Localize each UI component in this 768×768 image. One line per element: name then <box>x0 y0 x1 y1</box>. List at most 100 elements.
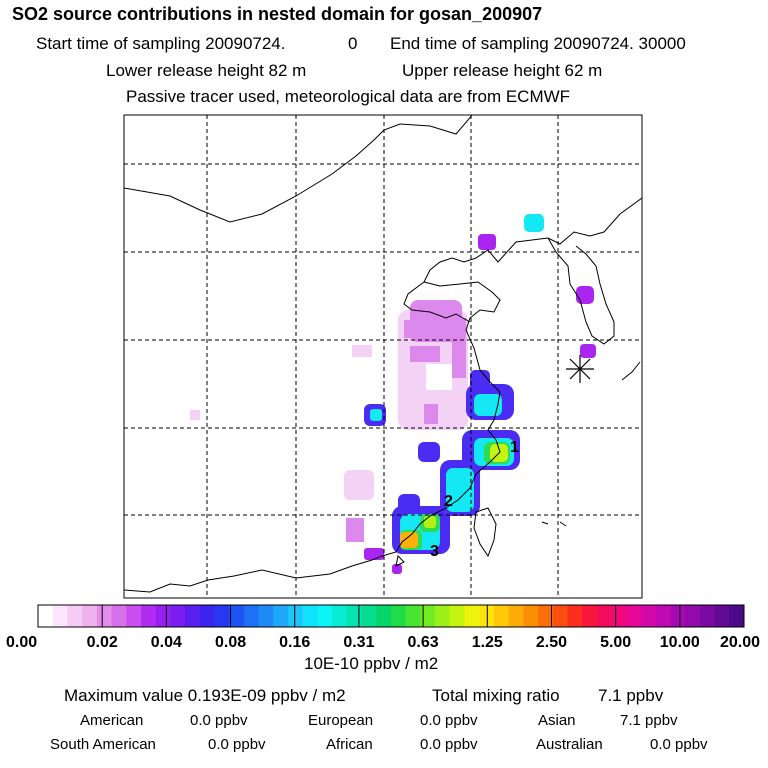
region-value: 0.0 ppbv <box>190 712 248 729</box>
region-name: South American <box>50 736 156 753</box>
colorbar-swatch <box>140 605 157 627</box>
region-value: 0.0 ppbv <box>420 712 478 729</box>
colorbar-swatch <box>82 605 98 627</box>
region-value: 0.0 ppbv <box>208 736 266 753</box>
colorbar-swatch <box>508 605 524 627</box>
upper-release-height: Upper release height 62 m <box>402 61 603 80</box>
footprint-map: 1 2 3 <box>123 114 643 599</box>
colorbar-swatch <box>714 605 730 627</box>
colorbar-swatch <box>170 605 186 627</box>
colorbar-swatch <box>626 605 642 627</box>
colorbar-swatch <box>449 605 465 627</box>
colorbar-swatch <box>332 605 348 627</box>
maximum-value: Maximum value 0.193E-09 ppbv / m2 <box>64 686 346 705</box>
colorbar-swatch <box>229 605 245 627</box>
field-purple <box>364 234 596 574</box>
colorbar-swatch <box>273 605 289 627</box>
colorbar-swatch <box>67 605 83 627</box>
colorbar-swatch <box>38 605 54 627</box>
colorbar-ticks <box>101 605 681 627</box>
colorbar-swatch <box>538 605 554 627</box>
chart-title: SO2 source contributions in nested domai… <box>12 4 543 24</box>
start-sampling-hour: 0 <box>348 34 358 53</box>
colorbar-units: 10E-10 ppbv / m2 <box>304 654 439 673</box>
colorbar-swatch <box>464 605 480 627</box>
colorbar-swatch <box>655 605 671 627</box>
field-mid-violet <box>346 300 466 542</box>
colorbar-tick-label: 10.00 <box>660 634 700 651</box>
colorbar-swatch <box>243 605 260 627</box>
colorbar-swatch <box>185 605 201 627</box>
colorbar-swatch <box>288 605 304 627</box>
colorbar-swatch <box>155 605 171 627</box>
field-gap <box>426 364 452 390</box>
receptor-marker <box>566 355 594 383</box>
colorbar-swatch <box>582 605 598 627</box>
field-yellow <box>400 444 508 548</box>
colorbar-labels: 0.00 0.02 0.04 0.08 0.16 0.31 0.63 1.25 2.50 5.00… <box>6 634 760 651</box>
colorbar-swatch <box>596 605 613 627</box>
grid-lines <box>124 115 642 598</box>
colorbar-swatch <box>52 605 68 627</box>
region-name: European <box>308 712 374 729</box>
colorbar-tick-label: 0.31 <box>343 634 374 651</box>
colorbar-swatches <box>38 605 745 627</box>
colorbar-swatch <box>361 605 377 627</box>
colorbar-swatch <box>435 605 451 627</box>
colorbar-swatch <box>317 605 333 627</box>
colorbar-tick-label: 1.25 <box>472 634 503 651</box>
total-mixing-label: Total mixing ratio <box>432 686 560 705</box>
colorbar-tick-label: 2.50 <box>536 634 567 651</box>
colorbar-tick-label: 0.04 <box>151 634 182 651</box>
region-value: 0.0 ppbv <box>420 736 478 753</box>
map-frame <box>123 114 643 599</box>
colorbar-swatch <box>376 605 392 627</box>
colorbar-swatch <box>391 605 407 627</box>
colorbar-swatch <box>611 605 627 627</box>
colorbar-tick-label: 5.00 <box>600 634 631 651</box>
region-value: 0.0 ppbv <box>650 736 708 753</box>
lower-release-height: Lower release height 82 m <box>106 61 307 80</box>
source-label-2: 2 <box>444 493 453 510</box>
source-label-3: 3 <box>430 543 439 560</box>
colorbar-tick-label: 0.08 <box>215 634 246 651</box>
coastline <box>124 115 642 593</box>
colorbar-tick-label: 0.00 <box>6 634 37 651</box>
colorbar-swatch <box>729 605 745 627</box>
colorbar-swatch <box>405 605 421 627</box>
start-sampling-label: Start time of sampling 20090724. <box>36 34 286 53</box>
colorbar-swatch <box>258 605 274 627</box>
colorbar-swatch <box>420 605 436 627</box>
colorbar-swatch <box>685 605 701 627</box>
region-value: 7.1 ppbv <box>620 712 678 729</box>
colorbar-swatch <box>567 605 583 627</box>
colorbar-tick-label: 0.02 <box>87 634 118 651</box>
source-label-1: 1 <box>510 439 519 456</box>
colorbar-tick-label: 20.00 <box>720 634 760 651</box>
region-name: Australian <box>536 736 603 753</box>
colorbar-swatch <box>699 605 715 627</box>
colorbar-swatch <box>199 605 215 627</box>
colorbar-swatch <box>111 605 127 627</box>
colorbar-swatch <box>346 605 362 627</box>
total-mixing-value: 7.1 ppbv <box>598 686 664 705</box>
colorbar-swatch <box>493 605 510 627</box>
region-name: Asian <box>538 712 576 729</box>
colorbar-swatch <box>126 605 142 627</box>
colorbar: 0.00 0.02 0.04 0.08 0.16 0.31 0.63 1.25 2.50 5.00… <box>6 604 760 651</box>
colorbar-swatch <box>214 605 230 627</box>
colorbar-swatch <box>670 605 686 627</box>
colorbar-swatch <box>523 605 539 627</box>
colorbar-tick-label: 0.63 <box>408 634 439 651</box>
region-name: African <box>326 736 373 753</box>
end-sampling-label: End time of sampling 20090724. 30000 <box>390 34 686 53</box>
colorbar-swatch <box>641 605 657 627</box>
colorbar-tick-label: 0.16 <box>279 634 310 651</box>
colorbar-swatch <box>96 605 112 627</box>
tracer-note: Passive tracer used, meteorological data… <box>126 87 571 106</box>
map-frame-bg <box>124 115 642 598</box>
colorbar-frame <box>37 604 745 628</box>
colorbar-swatch <box>302 605 318 627</box>
colorbar-swatch <box>552 605 568 627</box>
region-name: American <box>80 712 144 729</box>
